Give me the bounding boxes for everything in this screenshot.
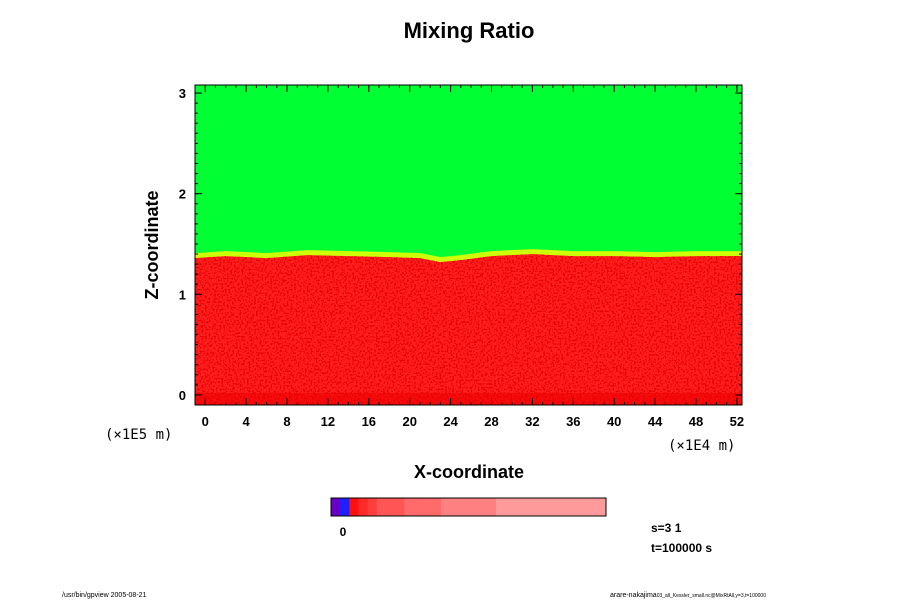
colorbar-segment: [340, 498, 350, 516]
x-tick-label: 48: [689, 414, 703, 429]
y-axis-label: Z-coordinate: [142, 190, 162, 299]
x-tick-label: 4: [243, 414, 251, 429]
footer-right-detail: 03_all_Kessler_small.nc@MixRtAll,y=3,t=1…: [657, 593, 767, 599]
colorbar-segment: [367, 498, 378, 516]
colorbar-frame: [330, 497, 607, 517]
y-tick-label: 0: [179, 388, 186, 403]
annotation-s: s=3 1: [651, 521, 682, 535]
x-tick-label: 28: [484, 414, 498, 429]
x-tick-label: 36: [566, 414, 580, 429]
x-tick-label: 40: [607, 414, 621, 429]
colorbar-segment: [358, 498, 368, 516]
y-tick-label: 2: [179, 187, 186, 202]
x-tick-label: 24: [443, 414, 458, 429]
y-axis: 0 1 2 3: [179, 86, 742, 403]
lower-field-speckle: [195, 254, 742, 405]
x-tick-label: 20: [402, 414, 416, 429]
x-tick-label: 8: [283, 414, 290, 429]
colorbar-segment: [376, 498, 405, 516]
x-tick-label: 0: [202, 414, 209, 429]
x-tick-label: 16: [362, 414, 376, 429]
colorbar-segment: [441, 498, 497, 516]
x-tick-label: 32: [525, 414, 539, 429]
footer-right: arare-nakajima03_all_Kessler_small.nc@Mi…: [610, 592, 766, 599]
plot-frame: [194, 84, 743, 406]
x-scale-label: (×1E4 m): [668, 438, 735, 454]
x-axis-label: X-coordinate: [414, 462, 524, 482]
colorbar-label: 0: [340, 525, 347, 539]
x-tick-label: 44: [648, 414, 663, 429]
colorbar-segment: [331, 498, 341, 516]
colorbar-segment: [496, 498, 607, 516]
footer-right-name: arare-nakajima: [610, 592, 657, 599]
chart-title: Mixing Ratio: [404, 18, 535, 43]
x-axis: 0 4 8 12 16 20 24 28 32 36 40 44 48 52: [194, 85, 744, 429]
y-scale-label: (×1E5 m): [105, 427, 172, 443]
colorbar-segment: [349, 498, 359, 516]
y-tick-label: 3: [179, 86, 186, 101]
x-tick-label: 12: [321, 414, 335, 429]
colorbar: [331, 498, 607, 516]
annotation-t: t=100000 s: [651, 541, 712, 555]
plot-area: [195, 85, 742, 405]
y-tick-label: 1: [179, 287, 186, 302]
x-tick-label: 52: [730, 414, 744, 429]
footer-left: /usr/bin/gpview 2005-08-21: [62, 592, 147, 599]
colorbar-segment: [404, 498, 442, 516]
lower-field-bottom-band: [195, 392, 742, 405]
